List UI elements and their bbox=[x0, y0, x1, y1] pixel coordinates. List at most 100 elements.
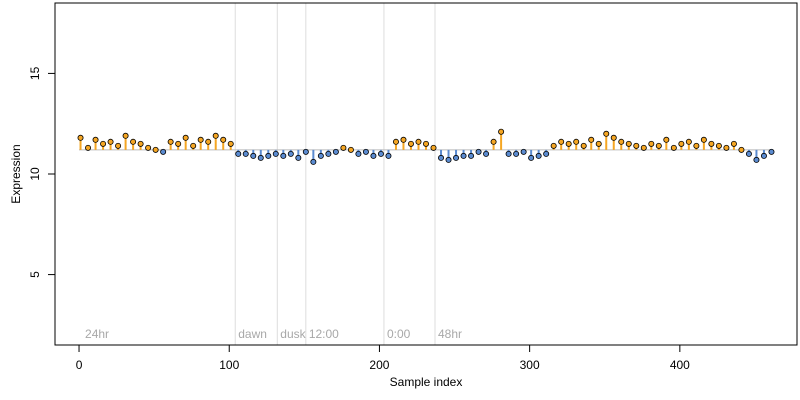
data-point bbox=[107, 138, 114, 145]
data-point bbox=[280, 152, 287, 159]
data-point bbox=[325, 150, 332, 157]
data-point bbox=[738, 146, 745, 153]
data-point bbox=[407, 140, 414, 147]
data-point bbox=[167, 138, 174, 145]
x-axis: 0 100 200 300 400 bbox=[76, 344, 690, 372]
data-point bbox=[693, 142, 700, 149]
plot-frame bbox=[54, 2, 798, 346]
marker-label: 0:00 bbox=[387, 327, 411, 341]
data-point bbox=[302, 148, 309, 155]
data-point bbox=[475, 148, 482, 155]
data-point bbox=[340, 144, 347, 151]
data-point bbox=[460, 152, 467, 159]
data-point bbox=[430, 144, 437, 151]
data-point bbox=[92, 136, 99, 143]
data-point bbox=[227, 140, 234, 147]
data-point bbox=[392, 138, 399, 145]
data-point bbox=[565, 140, 572, 147]
data-point bbox=[550, 142, 557, 149]
data-point bbox=[377, 150, 384, 157]
data-point bbox=[212, 132, 219, 139]
data-point bbox=[595, 140, 602, 147]
data-point bbox=[272, 150, 279, 157]
data-point bbox=[543, 150, 550, 157]
data-point bbox=[310, 158, 317, 165]
data-point bbox=[663, 136, 670, 143]
data-point bbox=[250, 152, 257, 159]
data-point bbox=[355, 150, 362, 157]
data-point bbox=[730, 140, 737, 147]
x-tick-label: 400 bbox=[670, 358, 690, 372]
data-point bbox=[77, 134, 84, 141]
data-point bbox=[603, 130, 610, 137]
data-point bbox=[130, 138, 137, 145]
data-point bbox=[438, 154, 445, 161]
marker-label: dusk bbox=[280, 327, 306, 341]
data-point bbox=[655, 142, 662, 149]
y-axis: 5 10 15 bbox=[28, 66, 56, 278]
marker-label: 12:00 bbox=[309, 327, 339, 341]
data-point bbox=[745, 150, 752, 157]
data-point bbox=[648, 140, 655, 147]
data-point bbox=[610, 134, 617, 141]
data-point bbox=[137, 140, 144, 147]
data-point bbox=[347, 146, 354, 153]
data-point bbox=[760, 152, 767, 159]
data-point bbox=[625, 140, 632, 147]
marker-label: dawn bbox=[238, 327, 267, 341]
data-point bbox=[520, 148, 527, 155]
data-point bbox=[160, 148, 167, 155]
data-point bbox=[468, 152, 475, 159]
data-point bbox=[715, 142, 722, 149]
data-point bbox=[670, 144, 677, 151]
data-point bbox=[242, 150, 249, 157]
data-point bbox=[205, 138, 212, 145]
y-tick-label: 10 bbox=[28, 167, 42, 181]
data-point bbox=[700, 136, 707, 143]
data-point bbox=[415, 138, 422, 145]
data-point bbox=[490, 138, 497, 145]
data-point bbox=[400, 136, 407, 143]
marker-label: 48hr bbox=[438, 327, 462, 341]
data-point bbox=[513, 150, 520, 157]
data-point bbox=[498, 128, 505, 135]
data-point bbox=[768, 148, 775, 155]
data-point bbox=[85, 144, 92, 151]
data-point bbox=[265, 152, 272, 159]
data-point bbox=[640, 144, 647, 151]
data-point bbox=[753, 156, 760, 163]
x-axis-label: Sample index bbox=[390, 375, 463, 389]
x-tick-label: 300 bbox=[520, 358, 540, 372]
data-point bbox=[220, 136, 227, 143]
data-point bbox=[257, 154, 264, 161]
data-point bbox=[535, 152, 542, 159]
data-point bbox=[385, 152, 392, 159]
data-point bbox=[115, 142, 122, 149]
data-point bbox=[295, 154, 302, 161]
data-point bbox=[528, 154, 535, 161]
data-point bbox=[362, 148, 369, 155]
y-tick-label: 5 bbox=[28, 271, 42, 278]
data-point bbox=[580, 142, 587, 149]
data-points bbox=[77, 128, 775, 165]
x-tick-label: 200 bbox=[369, 358, 389, 372]
data-point bbox=[483, 150, 490, 157]
data-point bbox=[445, 156, 452, 163]
data-point bbox=[678, 140, 685, 147]
data-point bbox=[235, 150, 242, 157]
data-point bbox=[332, 148, 339, 155]
marker-lines bbox=[234, 3, 436, 345]
data-point bbox=[573, 138, 580, 145]
data-point bbox=[505, 150, 512, 157]
marker-label: 24hr bbox=[85, 327, 109, 341]
data-point bbox=[190, 142, 197, 149]
data-point bbox=[618, 138, 625, 145]
data-point bbox=[723, 144, 730, 151]
x-tick-label: 0 bbox=[76, 358, 83, 372]
data-point bbox=[197, 136, 204, 143]
y-axis-label: Expression bbox=[9, 144, 23, 203]
x-tick-label: 100 bbox=[219, 358, 239, 372]
data-point bbox=[370, 152, 377, 159]
data-point bbox=[152, 146, 159, 153]
